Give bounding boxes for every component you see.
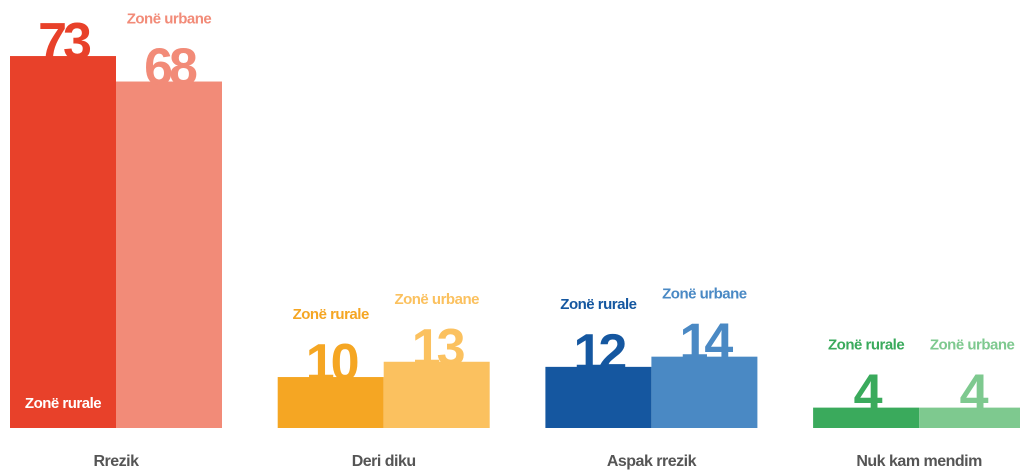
- value-label: 4: [854, 365, 883, 423]
- series-label: Zonë rurale: [25, 395, 101, 412]
- bar: [651, 356, 758, 428]
- series-label: Zonë rurale: [828, 337, 904, 354]
- series-label: Zonë rurale: [560, 296, 636, 313]
- series-label: Zonë urbane: [394, 291, 479, 308]
- bar: [383, 361, 490, 428]
- series-label: Zonë urbane: [662, 286, 747, 303]
- series-label: Zonë urbane: [930, 337, 1015, 354]
- category-label: Rrezik: [93, 453, 139, 470]
- series-label: Zonë rurale: [293, 306, 369, 323]
- category-label: Aspak rrezik: [607, 453, 697, 470]
- value-label: 13: [412, 319, 465, 377]
- category-label: Deri diku: [352, 453, 416, 470]
- category-label: Nuk kam mendim: [856, 453, 982, 470]
- bar: [116, 81, 222, 429]
- value-label: 68: [144, 39, 197, 97]
- bar: [813, 407, 920, 428]
- value-label: 12: [573, 324, 625, 382]
- value-label: 10: [306, 334, 358, 392]
- bar: [919, 407, 1020, 428]
- series-label: Zonë urbane: [127, 11, 212, 28]
- bar: [277, 377, 384, 428]
- bar: [545, 366, 652, 428]
- value-label: 14: [679, 314, 733, 372]
- bar: [10, 56, 116, 429]
- value-label: 73: [38, 13, 91, 71]
- value-label: 4: [960, 365, 989, 423]
